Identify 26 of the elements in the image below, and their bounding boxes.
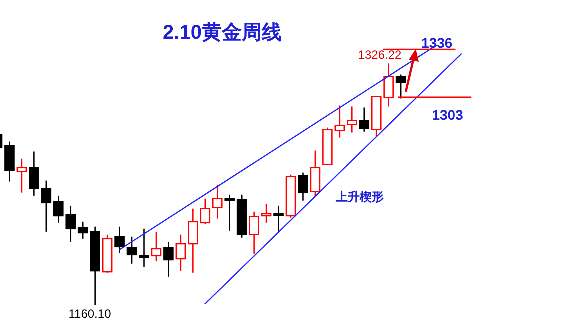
candlestick bbox=[176, 234, 186, 272]
candlestick bbox=[359, 107, 370, 133]
candlestick bbox=[261, 203, 272, 224]
text: 1160.10 bbox=[68, 307, 112, 321]
candlestick bbox=[114, 226, 125, 254]
candlestick bbox=[396, 74, 406, 100]
text: 1326.22 bbox=[357, 48, 403, 62]
candlestick bbox=[16, 158, 28, 194]
ref-line-label: 1303 bbox=[432, 107, 464, 124]
ref-line-label: 1336 bbox=[422, 34, 453, 50]
candlestick bbox=[346, 106, 358, 134]
candlestick bbox=[151, 231, 162, 262]
candlestick bbox=[41, 180, 52, 233]
candlestick bbox=[126, 236, 138, 265]
candlestick bbox=[274, 205, 284, 233]
candlestick bbox=[310, 150, 321, 198]
chart-title: 2.10黄金周线 bbox=[163, 22, 282, 44]
candlestick bbox=[224, 194, 236, 232]
candlestick bbox=[139, 228, 150, 268]
candlestick bbox=[164, 241, 174, 278]
candlestick bbox=[298, 172, 308, 202]
candlestick bbox=[249, 211, 260, 255]
candlestick bbox=[29, 151, 40, 197]
candlestick bbox=[334, 105, 346, 138]
annotation: 上升楔形 bbox=[335, 189, 385, 206]
candlestick bbox=[212, 184, 223, 220]
